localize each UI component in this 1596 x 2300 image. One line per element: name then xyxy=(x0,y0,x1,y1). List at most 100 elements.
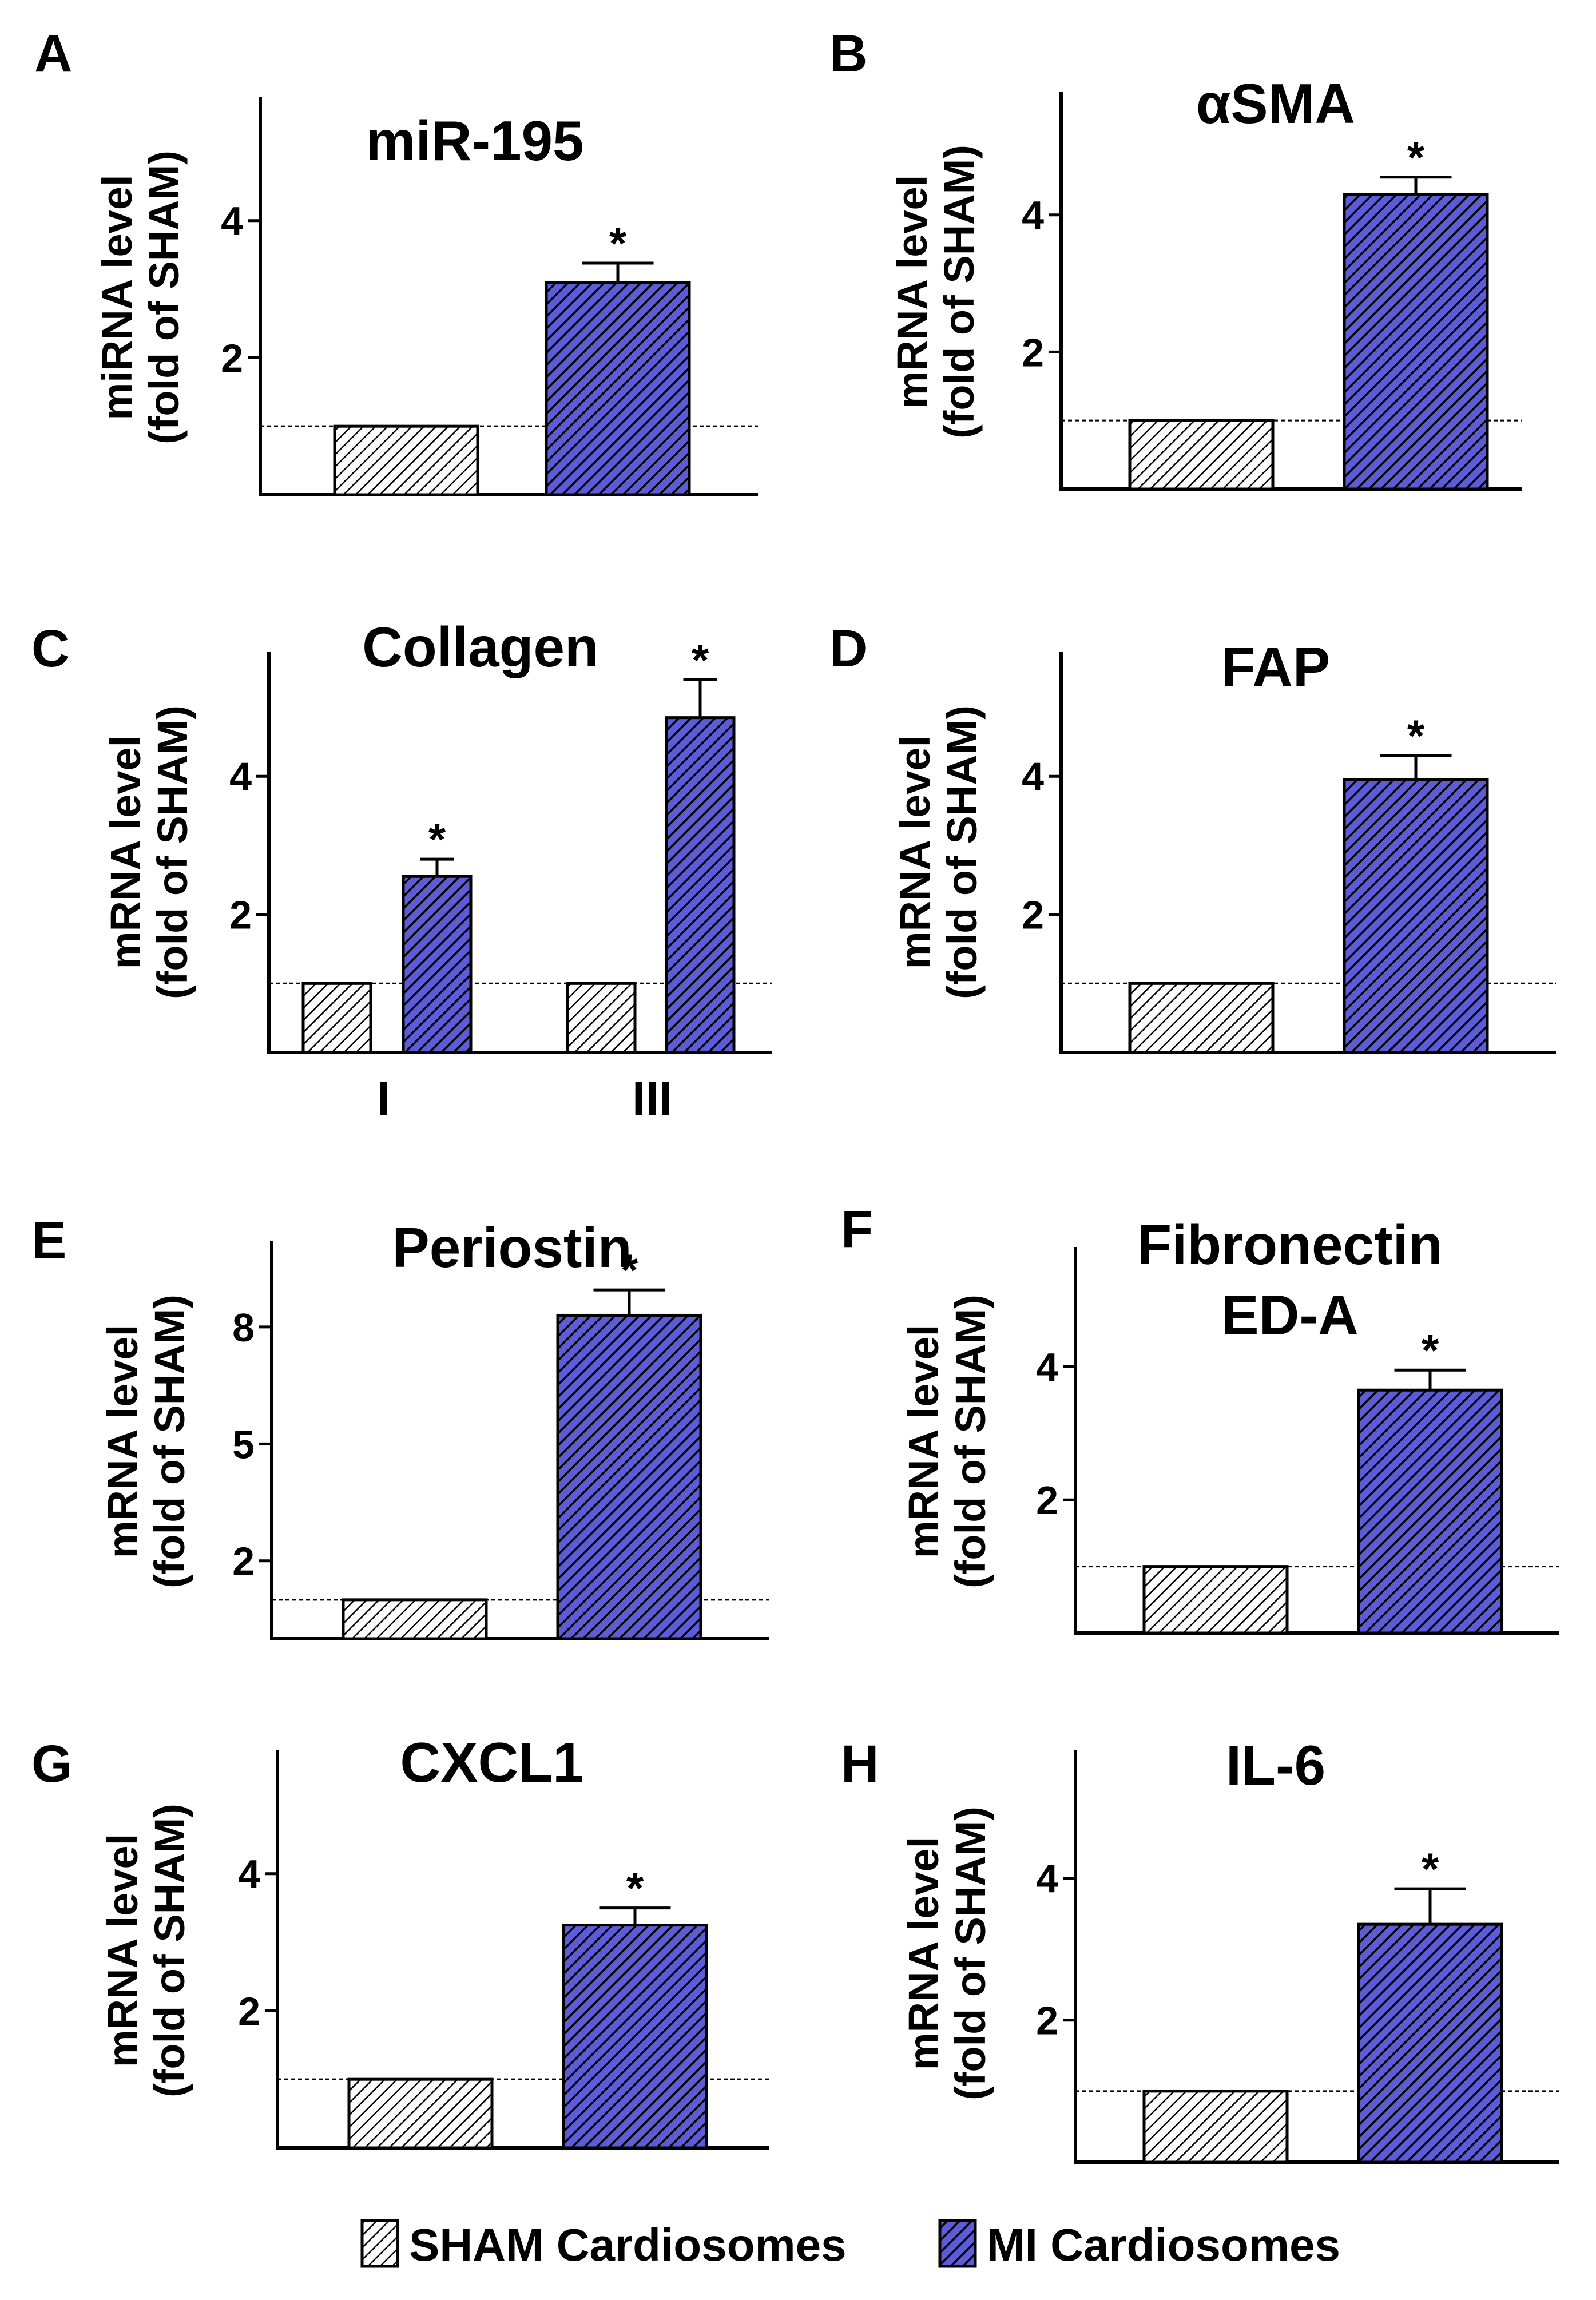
y-tick-label: 5 xyxy=(232,1422,255,1467)
y-axis-label-line2: (fold of SHAM) xyxy=(947,1806,994,2100)
significance-star: * xyxy=(428,814,446,864)
legend-sham-swatch xyxy=(360,2219,399,2268)
y-tick-label: 4 xyxy=(1022,754,1044,799)
bar-sham xyxy=(1142,2090,1289,2164)
panel-letter: G xyxy=(31,1735,73,1793)
y-axis-label-line2: (fold of SHAM) xyxy=(938,705,986,999)
panel-g: G CXCL1 mRNA level(fold of SHAM) 2 4 * xyxy=(31,1731,769,2150)
y-axis-label-line1: mRNA level xyxy=(888,175,936,409)
y-axis-label: miRNA level(fold of SHAM) xyxy=(93,150,188,444)
y-axis-label: mRNA level(fold of SHAM) xyxy=(891,705,986,999)
panel-title: IL-6 xyxy=(1226,1734,1325,1797)
y-axis-label-line1: mRNA level xyxy=(900,1325,947,1559)
y-tick-label: 4 xyxy=(1022,193,1044,238)
y-axis-label: mRNA level(fold of SHAM) xyxy=(99,1804,193,2098)
panel-title: Fibronectin xyxy=(1137,1213,1443,1276)
bar-sham xyxy=(1128,982,1275,1054)
y-tick-label: 2 xyxy=(229,893,252,938)
y-tick-label: 2 xyxy=(238,1989,260,2033)
bar-mi xyxy=(1343,778,1489,1054)
significance-star: * xyxy=(1422,1325,1439,1375)
panel-letter: C xyxy=(31,619,69,678)
y-axis-label-line2: (fold of SHAM) xyxy=(149,705,196,999)
panel-title: miR-195 xyxy=(366,109,583,172)
panel-title: Periostin xyxy=(392,1216,632,1279)
legend-mi-label: MI Cardiosomes xyxy=(987,2219,1340,2270)
bar-mi xyxy=(1343,193,1489,491)
y-axis-label-line1: mRNA level xyxy=(102,736,149,970)
bar-sham xyxy=(342,1598,488,1640)
bar-sham xyxy=(347,2077,494,2150)
panel-title: CXCL1 xyxy=(400,1731,583,1794)
significance-star: * xyxy=(1407,132,1425,182)
y-tick-label: 2 xyxy=(1036,1999,1058,2043)
bar-mi xyxy=(1357,1922,1503,2164)
y-axis-label: mRNA level(fold of SHAM) xyxy=(900,1806,994,2100)
y-axis-label-line1: mRNA level xyxy=(900,1837,947,2071)
y-axis-label: mRNA level(fold of SHAM) xyxy=(102,705,196,999)
y-axis-label: mRNA level(fold of SHAM) xyxy=(888,145,983,439)
y-tick-label: 8 xyxy=(232,1305,255,1350)
legend-mi-swatch xyxy=(938,2219,977,2268)
panel-title: Collagen xyxy=(362,615,599,678)
significance-star: * xyxy=(621,1245,638,1295)
y-axis-label-line1: mRNA level xyxy=(891,736,939,970)
category-label: I xyxy=(376,1072,390,1126)
y-tick-label: 2 xyxy=(1036,1478,1058,1523)
bar-mi xyxy=(562,1924,708,2150)
category-label: III xyxy=(632,1072,672,1126)
bar-mi xyxy=(665,716,736,1054)
bar-mi xyxy=(1357,1388,1503,1635)
bar-sham xyxy=(301,982,372,1054)
panel-letter: H xyxy=(841,1735,879,1793)
y-axis-label-line2: (fold of SHAM) xyxy=(140,150,188,444)
y-tick-label: 4 xyxy=(229,754,252,799)
y-axis-label-line1: miRNA level xyxy=(93,174,141,420)
panel-d: D FAP mRNA level(fold of SHAM) 2 4 * xyxy=(829,619,1556,1054)
y-tick-label: 4 xyxy=(221,199,243,244)
y-tick-label: 2 xyxy=(232,1539,255,1584)
y-axis-label-line2: (fold of SHAM) xyxy=(146,1294,193,1588)
legend-sham-label: SHAM Cardiosomes xyxy=(409,2219,847,2270)
bar-mi xyxy=(556,1313,702,1640)
y-tick-label: 2 xyxy=(1022,893,1044,938)
bar-mi xyxy=(402,875,473,1054)
significance-star: * xyxy=(626,1863,644,1913)
significance-star: * xyxy=(609,218,627,268)
panel-title: αSMA xyxy=(1196,72,1355,135)
y-axis-label-line2: (fold of SHAM) xyxy=(935,145,983,439)
significance-star: * xyxy=(692,634,709,685)
bar-sham xyxy=(1142,1565,1289,1635)
panel-title-line2: ED-A xyxy=(1221,1284,1359,1346)
y-axis-label-line1: mRNA level xyxy=(99,1325,146,1559)
y-tick-label: 2 xyxy=(221,336,243,380)
y-axis-label: mRNA level(fold of SHAM) xyxy=(900,1294,994,1588)
y-tick-label: 2 xyxy=(1022,330,1044,375)
legend: SHAM Cardiosomes MI Cardiosomes xyxy=(360,2219,1340,2270)
y-axis-label-line2: (fold of SHAM) xyxy=(146,1804,193,2098)
panel-letter: A xyxy=(34,25,72,83)
y-axis-label-line2: (fold of SHAM) xyxy=(947,1294,994,1588)
significance-star: * xyxy=(1407,710,1425,761)
panel-c: C Collagen mRNA level(fold of SHAM) 2 4 * I * II… xyxy=(31,615,772,1126)
bar-sham xyxy=(1128,419,1275,491)
bar-sham xyxy=(566,982,637,1054)
panel-title: FAP xyxy=(1221,635,1331,698)
bar-sham xyxy=(333,424,479,496)
panel-letter: F xyxy=(841,1200,873,1258)
panel-e: E Periostin mRNA level(fold of SHAM) 2 5 8 * xyxy=(31,1211,769,1640)
y-tick-label: 4 xyxy=(1036,1345,1058,1389)
panel-letter: E xyxy=(31,1211,66,1270)
panel-h: H IL-6 mRNA level(fold of SHAM) 2 4 * xyxy=(841,1734,1559,2164)
y-tick-label: 4 xyxy=(238,1852,260,1897)
panel-letter: D xyxy=(829,619,867,678)
y-axis-label-line1: mRNA level xyxy=(99,1834,146,2068)
bar-mi xyxy=(545,281,691,496)
y-tick-label: 4 xyxy=(1036,1856,1058,1901)
panel-letter: B xyxy=(829,25,867,83)
panel-f: F Fibronectin ED-A mRNA level(fold of SHAM)… xyxy=(841,1200,1559,1635)
